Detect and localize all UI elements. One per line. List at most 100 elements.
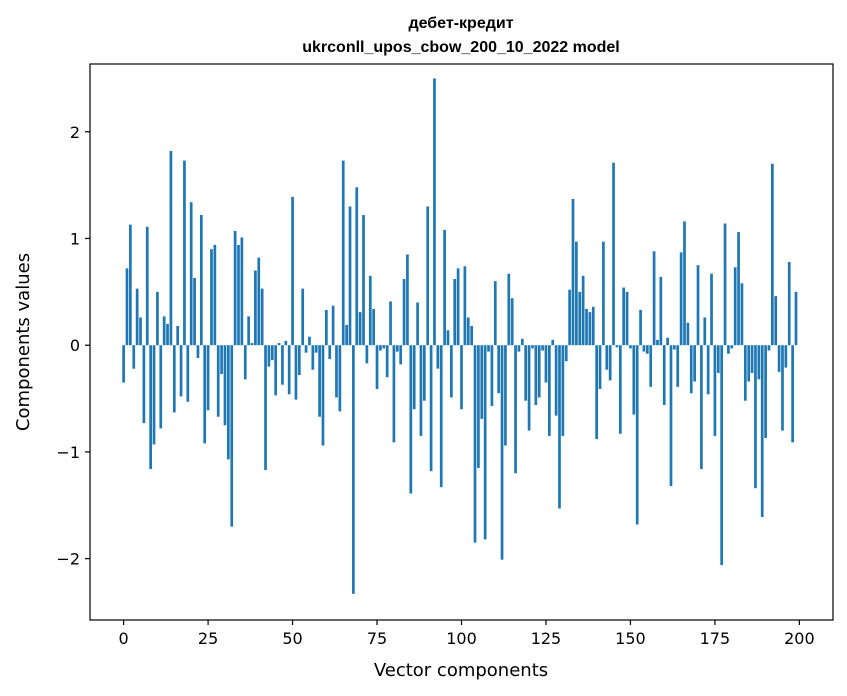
x-tick-label: 75 [367, 629, 387, 648]
bar [243, 345, 247, 380]
x-axis-label: Vector components [374, 660, 548, 681]
bar [727, 345, 730, 354]
bar [433, 78, 436, 346]
bar [152, 345, 156, 445]
bar [787, 261, 791, 346]
bar [443, 229, 446, 346]
bar [227, 345, 230, 460]
bar [784, 345, 788, 368]
y-tick-label: 1 [70, 229, 80, 248]
bar [622, 287, 626, 346]
bar [274, 345, 278, 396]
bar [740, 283, 744, 346]
bar [679, 252, 683, 346]
bar [770, 163, 774, 346]
bar [429, 345, 433, 472]
bar [372, 308, 376, 346]
bar [314, 345, 318, 353]
bar [379, 345, 382, 351]
chart-title-line-1: дебет-кредит [408, 15, 513, 32]
bar [254, 270, 257, 346]
bar [520, 338, 524, 346]
y-tick-label: 0 [70, 336, 80, 355]
bar [639, 309, 642, 346]
bar [510, 298, 514, 346]
bar [189, 202, 193, 346]
bar [159, 345, 163, 429]
bar [564, 345, 568, 362]
bar [368, 275, 372, 346]
bar [602, 241, 605, 346]
bar [544, 345, 548, 383]
bar [213, 244, 217, 346]
x-tick-label: 100 [446, 629, 477, 648]
bar [324, 309, 328, 346]
bar [426, 206, 430, 346]
bar [659, 276, 663, 346]
bar [392, 345, 396, 443]
bar [257, 257, 261, 346]
bar [186, 345, 190, 402]
bar [713, 345, 717, 436]
bar [297, 345, 301, 376]
bar [176, 325, 180, 346]
bar [554, 345, 558, 416]
bar [196, 345, 200, 359]
bar [132, 345, 136, 369]
bar [578, 291, 582, 346]
bar [149, 345, 153, 469]
bar [551, 339, 555, 346]
bar [794, 291, 798, 346]
bar [605, 345, 609, 370]
bar [700, 345, 703, 469]
bar [162, 316, 166, 346]
bar [139, 317, 142, 346]
bar [142, 345, 146, 424]
x-tick-label: 50 [282, 629, 302, 648]
bar [706, 345, 710, 395]
x-axis-ticks: 0 25 50 75 100 125 150 175 200 [119, 620, 815, 648]
bar [294, 345, 298, 400]
bar [382, 345, 386, 349]
bar [169, 150, 173, 346]
bar [781, 345, 784, 431]
bar [203, 345, 207, 444]
bar [436, 345, 440, 369]
y-axis-ticks: −2 −1 0 1 2 [56, 123, 90, 569]
bar [156, 291, 159, 346]
bar [747, 345, 751, 382]
bar [490, 345, 494, 407]
bar [693, 345, 696, 382]
bar [352, 345, 355, 594]
bar [473, 345, 477, 543]
x-tick-label: 175 [700, 629, 731, 648]
bar [301, 288, 305, 346]
bar [487, 345, 490, 352]
bar [362, 215, 365, 346]
bar [547, 345, 551, 436]
bar [402, 279, 406, 346]
bar [122, 345, 125, 383]
bar [291, 196, 294, 346]
bar [561, 345, 565, 436]
bar [666, 337, 669, 346]
bar [311, 345, 315, 370]
bar [497, 345, 501, 394]
bar [237, 244, 240, 346]
bar [345, 324, 348, 346]
bar [216, 345, 220, 417]
y-tick-label: −2 [56, 550, 80, 569]
bar [507, 273, 511, 346]
bar [733, 267, 737, 346]
x-tick-label: 25 [198, 629, 218, 648]
bar [166, 323, 169, 346]
bar [135, 288, 139, 346]
bar [264, 345, 267, 471]
bar [571, 198, 575, 346]
bar [632, 345, 636, 415]
bar [531, 345, 534, 349]
bar [477, 345, 480, 468]
bar [527, 345, 531, 431]
bar [730, 345, 734, 349]
bar [585, 308, 588, 346]
